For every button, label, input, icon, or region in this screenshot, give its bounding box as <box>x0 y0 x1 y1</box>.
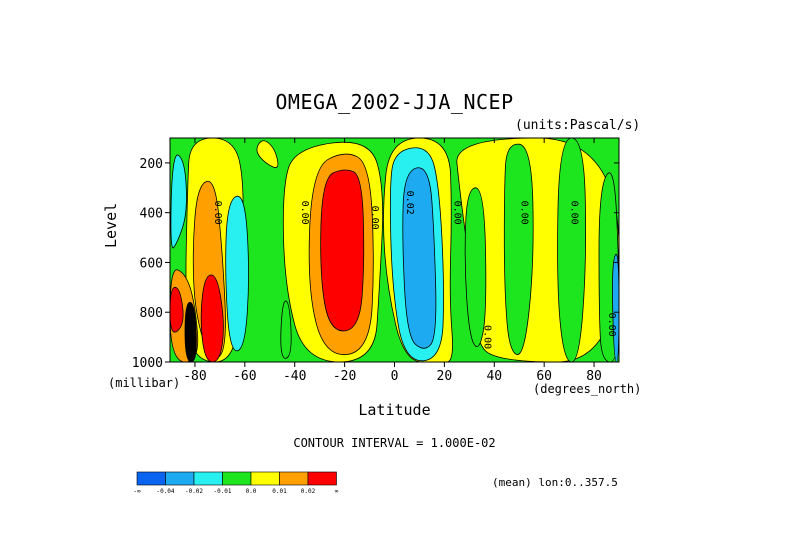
colorbar-swatch <box>250 471 280 486</box>
x-tick-label: -60 <box>233 369 256 384</box>
region-red-antarctic <box>200 274 224 362</box>
axis-layer: -80 -60 -40 -20 0 20 40 60 80 200 400 600 800 1000 <box>132 138 619 384</box>
units-label: (units:Pascal/s) <box>515 118 641 133</box>
contour-label: 0.00 <box>519 201 530 225</box>
region-green-nh-tongue-3 <box>557 138 587 362</box>
colorbar: -∞ -0.04 -0.02 -0.01 0.0 0.01 0.02 ∞ <box>133 471 339 495</box>
region-cyan-sh-edge <box>170 154 187 249</box>
longitude-range: (mean) lon:0..357.5 <box>492 476 618 489</box>
chart-title: OMEGA_2002-JJA_NCEP <box>275 90 514 114</box>
x-tick-label: -20 <box>333 369 356 384</box>
contour-label: 0.02 <box>404 191 415 215</box>
contour-label: 0.00 <box>369 206 380 230</box>
region-green-sh-low <box>280 300 292 359</box>
colorbar-label: 0.02 <box>301 488 316 495</box>
region-blue-equatorial-core <box>402 167 437 349</box>
y-tick-label: 1000 <box>132 356 163 371</box>
x-tick-label: 80 <box>586 369 602 384</box>
region-red-polar <box>170 286 184 333</box>
region-blue-north-pole <box>612 253 619 362</box>
x-tick-label: -40 <box>283 369 306 384</box>
colorbar-label: ∞ <box>335 488 339 495</box>
region-yellow-upper-sh <box>256 140 279 168</box>
contour-label-layer: 0.00 0.00 0.00 0.02 0.00 0.00 0.00 0.00 0.00 <box>212 191 617 349</box>
region-red-sh-subtropics <box>320 169 365 332</box>
y-tick-label: 600 <box>140 256 163 271</box>
contour-label: 0.00 <box>299 201 310 225</box>
region-green-nh-tongue-1 <box>464 187 487 347</box>
colorbar-label: 0.01 <box>272 488 287 495</box>
colorbar-swatch <box>222 471 252 486</box>
contour-label: 0.00 <box>481 325 492 349</box>
y-tick-label: 800 <box>140 306 163 321</box>
y-axis-unit: (millibar) <box>108 376 181 390</box>
contour-label: 0.00 <box>569 201 580 225</box>
x-axis-label: Latitude <box>358 401 431 419</box>
contour-fill-layer <box>170 138 619 362</box>
colorbar-label: -0.04 <box>156 488 174 495</box>
region-green-nh-tongue-2 <box>503 143 534 355</box>
colorbar-label: -0.02 <box>185 488 203 495</box>
region-missing-antarctica <box>184 301 197 362</box>
x-tick-label: 20 <box>437 369 453 384</box>
x-tick-label: 0 <box>391 369 399 384</box>
contour-label: 0.00 <box>212 201 223 225</box>
contour-interval: CONTOUR INTERVAL = 1.000E-02 <box>293 436 496 450</box>
colorbar-swatch <box>136 471 166 486</box>
x-tick-label: -80 <box>183 369 206 384</box>
region-cyan-antarctic <box>225 195 249 352</box>
y-tick-label: 200 <box>140 157 163 172</box>
colorbar-swatch <box>279 471 309 486</box>
colorbar-swatch <box>193 471 223 486</box>
x-axis-unit: (degrees_north) <box>533 382 642 396</box>
colorbar-label: -∞ <box>133 488 141 495</box>
contour-label: 0.00 <box>606 313 617 337</box>
y-tick-label: 400 <box>140 207 163 222</box>
colorbar-label: 0.0 <box>246 488 257 495</box>
contour-label: 0.00 <box>451 201 462 225</box>
colorbar-swatch <box>165 471 195 486</box>
colorbar-label: -0.01 <box>213 488 231 495</box>
x-tick-label: 60 <box>536 369 552 384</box>
colorbar-swatch <box>307 471 337 486</box>
x-tick-label: 40 <box>486 369 502 384</box>
